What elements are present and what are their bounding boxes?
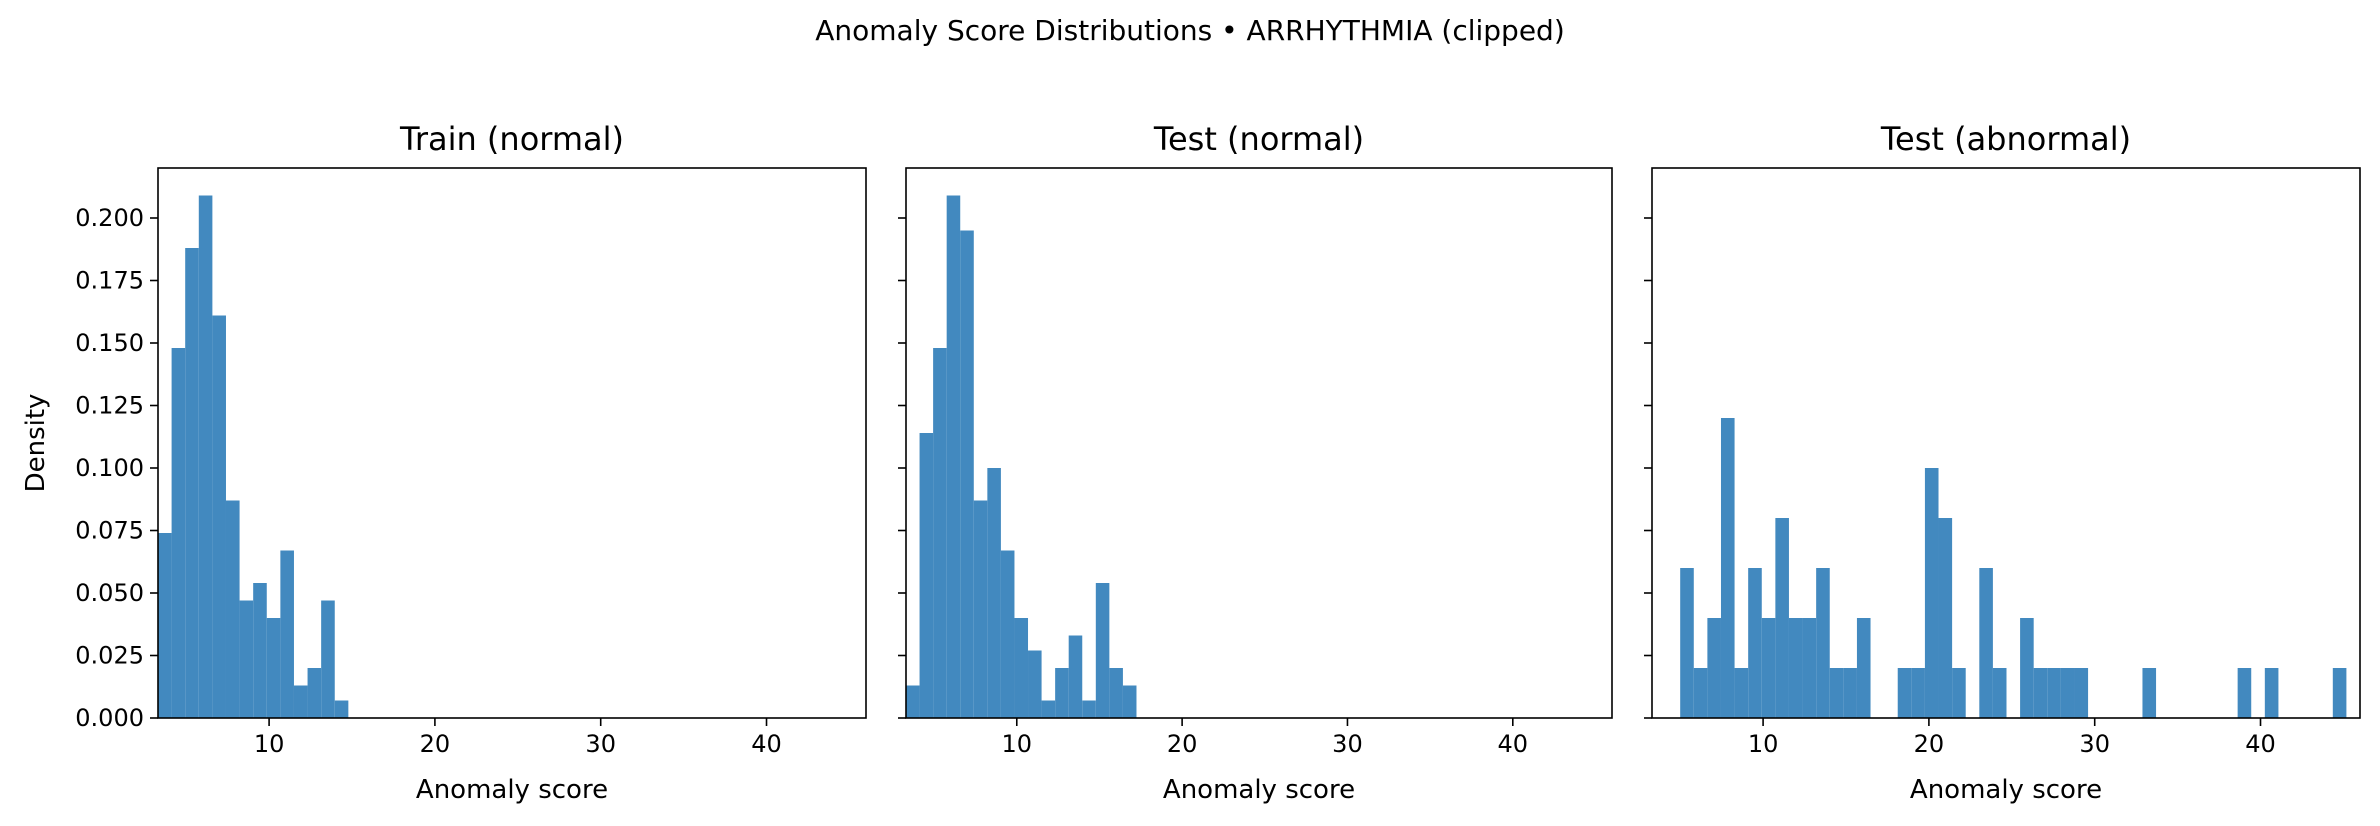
histogram-bar bbox=[1992, 668, 2007, 718]
x-tick-label: 10 bbox=[254, 730, 285, 758]
histogram-bar bbox=[1122, 685, 1137, 718]
histogram-bar bbox=[973, 500, 988, 718]
y-tick-label: 0.150 bbox=[75, 329, 144, 357]
histogram-bar bbox=[293, 685, 308, 718]
histogram-bar bbox=[1028, 650, 1042, 718]
panel-title: Train (normal) bbox=[399, 120, 624, 158]
x-tick-label: 20 bbox=[1914, 730, 1945, 758]
x-tick-label: 30 bbox=[585, 730, 616, 758]
y-tick-label: 0.050 bbox=[75, 579, 144, 607]
histogram-bar bbox=[1952, 668, 1966, 718]
y-tick-label: 0.175 bbox=[75, 267, 144, 295]
histogram-bar bbox=[239, 600, 254, 718]
panel-2: 10 20 30 40 Test (normal) Anomaly score bbox=[898, 120, 1613, 805]
histogram-bar bbox=[1761, 618, 1776, 718]
histogram-bar bbox=[2237, 668, 2252, 718]
histogram-bar bbox=[1109, 668, 1123, 718]
x-tick-label: 20 bbox=[1167, 730, 1198, 758]
histogram-bar bbox=[919, 433, 934, 718]
figure-title: Anomaly Score Distributions • ARRHYTHMIA… bbox=[815, 14, 1565, 47]
histogram-bar bbox=[321, 600, 335, 718]
x-tick-label: 20 bbox=[420, 730, 451, 758]
histogram-bar bbox=[158, 533, 172, 718]
x-axis-label: Anomaly score bbox=[416, 775, 608, 805]
axes-frame bbox=[905, 167, 1613, 719]
x-axis-label: Anomaly score bbox=[1910, 775, 2102, 805]
histogram-bar bbox=[1068, 635, 1083, 718]
x-tick-label: 40 bbox=[2245, 730, 2276, 758]
histogram-bar bbox=[1924, 468, 1939, 718]
histogram-bar bbox=[933, 348, 947, 718]
histogram-bar bbox=[1720, 418, 1735, 718]
histogram-bar bbox=[253, 583, 267, 718]
x-tick-label: 10 bbox=[1002, 730, 1033, 758]
x-tick-label: 40 bbox=[751, 730, 782, 758]
histogram-bar bbox=[2020, 618, 2034, 718]
histogram-bar bbox=[171, 348, 186, 718]
x-tick-label: 10 bbox=[1748, 730, 1779, 758]
histogram-bar bbox=[2074, 668, 2089, 718]
panel-title: Test (abnormal) bbox=[1880, 120, 2131, 158]
histogram-bar bbox=[1856, 618, 1871, 718]
panel-3: 10 20 30 40 Test (abnormal) Anomaly score bbox=[1644, 120, 2361, 805]
x-axis-label: Anomaly score bbox=[1163, 775, 1355, 805]
histogram-bar bbox=[960, 230, 974, 718]
histogram-bar bbox=[1055, 668, 1069, 718]
histogram-bar bbox=[1748, 568, 1762, 718]
x-tick-label: 30 bbox=[1332, 730, 1363, 758]
histogram-bar bbox=[1707, 618, 1721, 718]
histogram-bar bbox=[1775, 518, 1789, 718]
histogram-bar bbox=[198, 195, 213, 718]
histogram-bar bbox=[946, 195, 961, 718]
y-tick-label: 0.200 bbox=[75, 204, 144, 232]
histogram-bar bbox=[2060, 668, 2075, 718]
histogram-bar bbox=[212, 315, 226, 718]
y-tick-label: 0.100 bbox=[75, 454, 144, 482]
histogram-bar bbox=[1829, 668, 1844, 718]
histogram-bar bbox=[1938, 518, 1953, 718]
histogram-bar bbox=[1000, 550, 1015, 718]
histogram-bar bbox=[1843, 668, 1857, 718]
histogram-bar bbox=[1082, 700, 1096, 718]
histogram-bar bbox=[1680, 568, 1694, 718]
axes-frame bbox=[1651, 167, 2361, 719]
x-tick-label: 40 bbox=[1498, 730, 1529, 758]
histogram-bar bbox=[307, 668, 322, 718]
panel-1: 10 20 30 40 0.000 0.025 0.050 0.075 0.100 0.125 0.… bbox=[21, 120, 867, 805]
y-tick-label: 0.000 bbox=[75, 704, 144, 732]
y-axis-label: Density bbox=[21, 394, 51, 493]
histogram-bar bbox=[2142, 668, 2157, 718]
histogram-bar bbox=[266, 618, 281, 718]
y-tick-label: 0.125 bbox=[75, 392, 144, 420]
histogram-bar bbox=[1734, 668, 1749, 718]
histogram-bar bbox=[280, 550, 294, 718]
histogram-bar bbox=[334, 700, 349, 718]
histogram-bar bbox=[906, 685, 920, 718]
x-tick-label: 30 bbox=[2079, 730, 2110, 758]
histogram-bar bbox=[1911, 668, 1925, 718]
histogram-bar bbox=[2332, 668, 2347, 718]
y-tick-label: 0.025 bbox=[75, 642, 144, 670]
histogram-bar bbox=[987, 468, 1001, 718]
histogram-bar bbox=[1816, 568, 1830, 718]
histogram-bar bbox=[1802, 618, 1817, 718]
histogram-bar bbox=[1788, 618, 1803, 718]
y-tick-label: 0.075 bbox=[75, 517, 144, 545]
histogram-bar bbox=[1041, 700, 1056, 718]
histogram-bar bbox=[2264, 668, 2279, 718]
histogram-bar bbox=[2033, 668, 2048, 718]
axes-frame bbox=[157, 167, 867, 719]
histogram-bar bbox=[1014, 618, 1029, 718]
histogram-bar bbox=[225, 500, 240, 718]
histogram-bar bbox=[1095, 583, 1110, 718]
panel-title: Test (normal) bbox=[1153, 120, 1364, 158]
histogram-bar bbox=[185, 248, 199, 718]
histogram-bar bbox=[1979, 568, 1993, 718]
histogram-bar bbox=[1693, 668, 1708, 718]
histogram-bar bbox=[2047, 668, 2061, 718]
histogram-bar bbox=[1897, 668, 1912, 718]
